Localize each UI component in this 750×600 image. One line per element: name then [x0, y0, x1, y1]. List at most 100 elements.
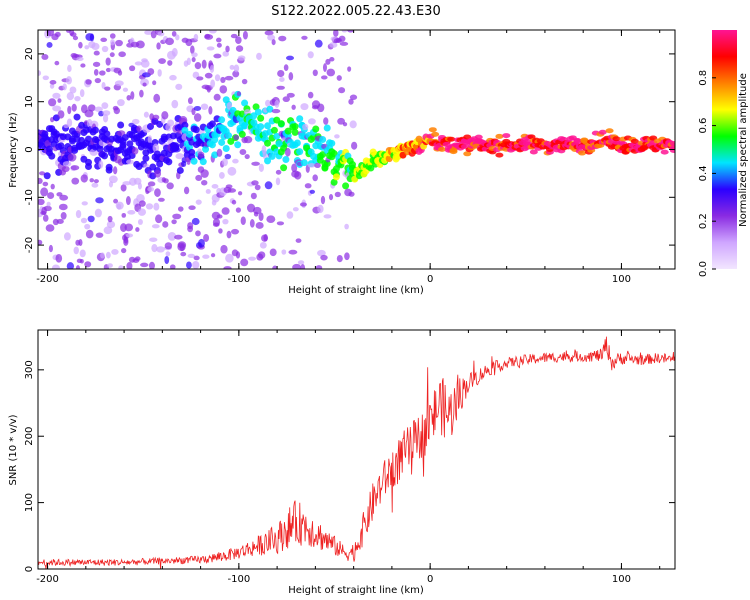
heatmap-cell [193, 105, 202, 111]
heatmap-cell [319, 135, 327, 143]
heatmap-cell [256, 52, 262, 60]
heatmap-cell [126, 262, 133, 269]
heatmap-cell [323, 214, 332, 219]
heatmap-cell [80, 217, 88, 224]
x-tick-label: -100 [228, 574, 251, 585]
heatmap-cell [161, 111, 169, 120]
colorbar-bar [712, 30, 737, 269]
heatmap-cell [428, 127, 437, 133]
heatmap-cell [154, 169, 162, 178]
heatmap-cell [85, 158, 93, 166]
y-tick-label: -20 [24, 237, 35, 253]
heatmap-cell [257, 251, 266, 259]
heatmap-cell [42, 75, 49, 81]
heatmap-cell [166, 182, 174, 190]
heatmap-cell [222, 50, 230, 57]
heatmap-cell [171, 30, 177, 37]
heatmap-cell [495, 152, 504, 158]
heatmap-cell [201, 59, 207, 69]
heatmap-cell [156, 120, 164, 128]
heatmap-cell [101, 45, 109, 53]
heatmap-cell [87, 215, 95, 223]
heatmap-cell [205, 188, 211, 194]
heatmap-cell [135, 227, 140, 232]
heatmap-cell [181, 160, 187, 168]
heatmap-cell [291, 128, 299, 136]
heatmap-cell [57, 98, 62, 103]
heatmap-cell [57, 110, 65, 119]
heatmap-cell [232, 70, 240, 78]
heatmap-cell [121, 248, 127, 254]
heatmap-cell [174, 234, 183, 240]
heatmap-cell [317, 204, 324, 214]
heatmap-cell [328, 139, 336, 147]
heatmap-cell [202, 254, 210, 259]
heatmap-cell [220, 76, 226, 83]
heatmap-cell [175, 153, 184, 160]
heatmap-cell [93, 179, 99, 184]
heatmap-cell [351, 141, 358, 150]
heatmap-cell [307, 51, 314, 59]
heatmap-cell [105, 57, 111, 66]
heatmap-cell [79, 89, 85, 98]
heatmap-cell [598, 129, 607, 135]
heatmap-cell [137, 208, 147, 216]
heatmap-cell [502, 133, 511, 139]
heatmap-cell [322, 63, 327, 72]
heatmap-cell [463, 151, 472, 157]
y-tick-label: -10 [24, 189, 35, 205]
y-tick-label: 0 [24, 566, 35, 572]
heatmap-cell [367, 164, 375, 172]
heatmap-cell [117, 121, 125, 129]
heatmap-cell [101, 82, 106, 90]
heatmap-cell [208, 120, 216, 128]
heatmap-cell [264, 30, 274, 36]
heatmap-cell [330, 150, 338, 158]
heatmap-cell [573, 138, 582, 144]
heatmap-cell [285, 55, 295, 61]
heatmap-cell [210, 79, 216, 88]
heatmap-cell [102, 110, 111, 116]
heatmap-cell [200, 169, 209, 178]
heatmap-cell [89, 33, 95, 42]
heatmap-cell [229, 64, 235, 70]
heatmap-cell [195, 199, 202, 205]
heatmap-cell [333, 30, 339, 37]
heatmap-cell [117, 130, 126, 137]
heatmap-cell [157, 31, 165, 37]
heatmap-cell [49, 80, 57, 85]
heatmap-cell [257, 123, 265, 131]
heatmap-cell [342, 122, 348, 127]
heatmap-cell [93, 69, 99, 76]
heatmap-cell [263, 233, 268, 242]
heatmap-cell [323, 117, 329, 125]
heatmap-cell [275, 169, 282, 175]
heatmap-cell [75, 209, 82, 219]
heatmap-cell [187, 253, 196, 258]
heatmap-cell [341, 30, 348, 33]
figure-title: S122.2022.005.22.43.E30 [271, 4, 440, 19]
heatmap-cell [236, 91, 242, 97]
heatmap-cell [67, 153, 77, 162]
heatmap-cell [92, 61, 101, 67]
heatmap-cell [183, 186, 190, 195]
heatmap-cell [224, 75, 234, 81]
heatmap-cell [140, 78, 149, 87]
heatmap-cell [142, 154, 150, 162]
heatmap-cell [74, 96, 81, 102]
heatmap-cell [91, 182, 99, 188]
heatmap-cell [38, 198, 45, 206]
heatmap-cell [171, 219, 177, 225]
heatmap-cell [286, 211, 294, 219]
heatmap-cell [200, 103, 209, 111]
heatmap-cell [172, 213, 182, 220]
heatmap-cell [155, 214, 163, 224]
heatmap-cell [186, 57, 191, 66]
heatmap-cell [348, 98, 354, 105]
heatmap-cell [578, 150, 587, 156]
heatmap-cell [278, 35, 287, 42]
x-tick-label: 0 [427, 574, 433, 585]
heatmap-cell [136, 125, 142, 132]
heatmap-cell [190, 45, 195, 54]
heatmap-cell [118, 51, 126, 58]
